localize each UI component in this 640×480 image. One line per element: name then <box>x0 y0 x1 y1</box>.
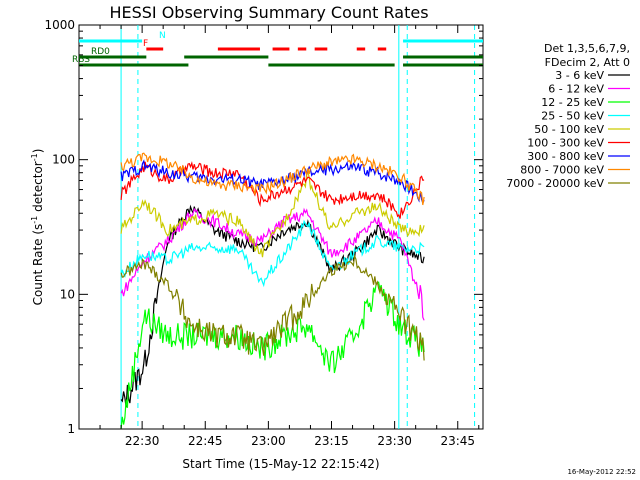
x-tick-label: 23:45 <box>440 434 475 448</box>
legend-label-4: 50 - 100 keV <box>534 123 604 136</box>
legend-label-1: 6 - 12 keV <box>548 83 604 96</box>
plot-frame <box>78 24 484 430</box>
series-line-5 <box>120 160 425 219</box>
legend: Det 1,3,5,6,7,9, FDecim 2, Att 0 3 - 6 k… <box>506 42 630 190</box>
legend-header-line-1: Det 1,3,5,6,7,9, <box>544 42 630 55</box>
chart-title: HESSI Observing Summary Count Rates <box>109 3 428 22</box>
x-tick-label: 23:00 <box>251 434 286 448</box>
legend-header-line-2: FDecim 2, Att 0 <box>545 56 630 69</box>
x-tick-label: 23:30 <box>377 434 412 448</box>
legend-label-5: 100 - 300 keV <box>527 137 604 150</box>
legend-label-3: 25 - 50 keV <box>541 110 604 123</box>
x-axis: 22:30 22:45 23:00 23:15 23:30 23:45 <box>99 25 480 448</box>
series-line-3 <box>120 219 425 288</box>
flag-label-n: N <box>159 31 166 41</box>
legend-label-0: 3 - 6 keV <box>555 69 604 82</box>
flag-label-rd0: RD0 <box>91 47 110 57</box>
flag-label-rbs: RBS <box>72 55 90 65</box>
x-axis-label: Start Time (15-May-12 22:15:42) <box>182 457 379 471</box>
y-tick-label: 1 <box>67 422 75 436</box>
series-line-2 <box>120 281 425 430</box>
series-line-1 <box>120 207 425 321</box>
instrument-boundaries <box>120 25 476 429</box>
x-tick-label: 22:30 <box>125 434 160 448</box>
y-tick-label: 10 <box>60 287 75 301</box>
series-line-0 <box>120 204 425 408</box>
plot-timestamp: 16-May-2012 22:52 <box>567 468 636 476</box>
legend-label-2: 12 - 25 keV <box>541 96 604 109</box>
x-tick-label: 22:45 <box>188 434 223 448</box>
series-line-7 <box>120 152 425 206</box>
y-axis: 1 10 100 1000 <box>44 18 483 436</box>
legend-label-7: 800 - 7000 keV <box>520 164 604 177</box>
data-series <box>120 152 425 430</box>
y-axis-label: Count Rate (s-1 detector-1) <box>30 149 45 306</box>
flag-label-f: F <box>143 39 148 49</box>
x-tick-label: 23:15 <box>314 434 349 448</box>
legend-label-6: 300 - 800 keV <box>527 150 604 163</box>
y-tick-label: 100 <box>52 153 75 167</box>
series-line-8 <box>120 253 425 361</box>
series-line-4 <box>120 170 425 258</box>
series-line-6 <box>120 159 425 205</box>
legend-label-8: 7000 - 20000 keV <box>506 177 604 190</box>
y-tick-label: 1000 <box>44 18 75 32</box>
